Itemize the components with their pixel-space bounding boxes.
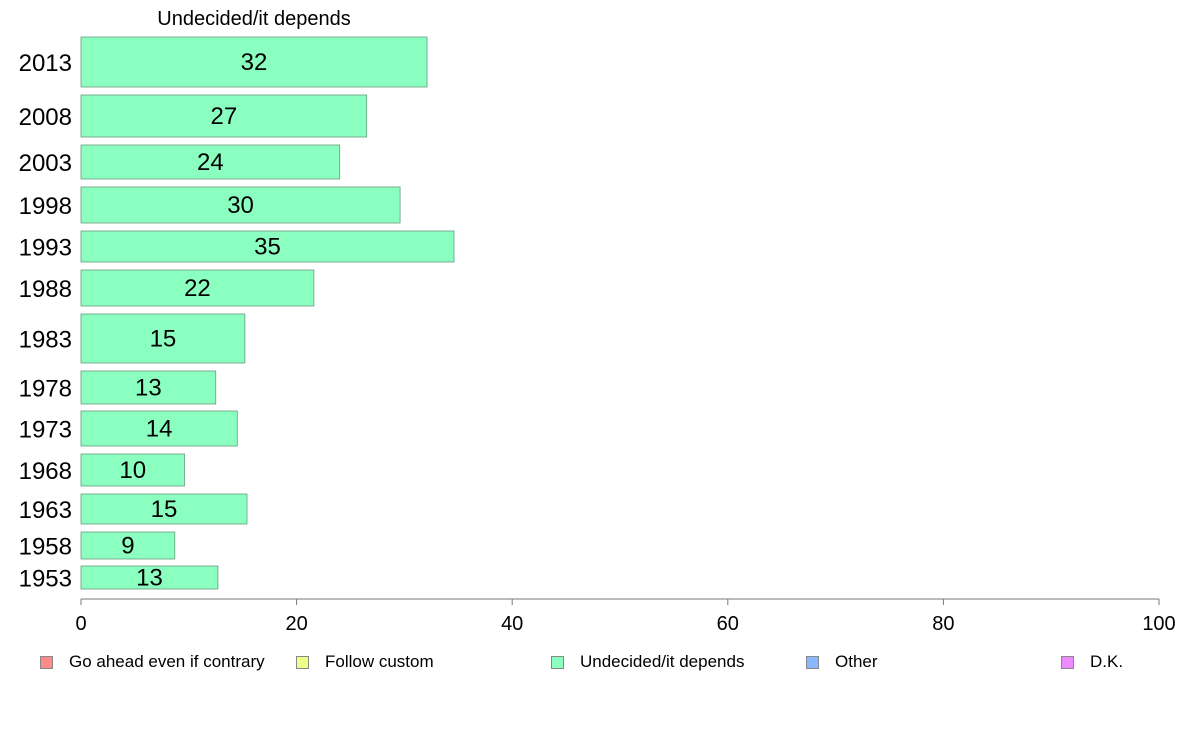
legend-swatch <box>1061 655 1074 669</box>
bar-1978 <box>80 370 217 405</box>
legend-item-follow-custom: Follow custom <box>296 652 434 672</box>
legend-item-undecided: Undecided/it depends <box>551 652 744 672</box>
legend-item-dk: D.K. <box>1061 652 1123 672</box>
x-tick-label-80: 80 <box>932 613 954 635</box>
bar-1983 <box>80 313 246 364</box>
category-label-1963: 1963 <box>19 497 72 524</box>
bar-2003 <box>80 144 341 180</box>
category-label-2013: 2013 <box>19 50 72 77</box>
bar-1973 <box>80 410 238 447</box>
legend: Go ahead even if contrary Follow custom … <box>0 652 1188 672</box>
bar-value-label-1953: 13 <box>136 565 163 592</box>
category-label-1988: 1988 <box>19 276 72 303</box>
bar-1958 <box>80 531 176 560</box>
legend-label: Other <box>835 652 878 671</box>
bar-2013 <box>80 36 428 88</box>
category-label-1968: 1968 <box>19 458 72 485</box>
x-tick-label-20: 20 <box>285 613 307 635</box>
x-tick-label-40: 40 <box>501 613 523 635</box>
legend-label: Follow custom <box>325 652 434 671</box>
legend-item-go-ahead: Go ahead even if contrary <box>40 652 265 672</box>
bar-1998 <box>80 186 401 224</box>
bar-value-label-1988: 22 <box>184 275 211 302</box>
bar-value-label-1993: 35 <box>254 234 281 261</box>
category-label-1958: 1958 <box>19 534 72 561</box>
category-label-1983: 1983 <box>19 327 72 354</box>
category-label-1978: 1978 <box>19 376 72 403</box>
bar-1993 <box>80 230 455 263</box>
bar-1968 <box>80 453 185 487</box>
legend-label: D.K. <box>1090 652 1124 671</box>
legend-label: Undecided/it depends <box>580 652 745 671</box>
x-axis: 0 20 40 60 80 100 <box>75 598 1176 635</box>
category-label-1998: 1998 <box>19 193 72 220</box>
bar-value-label-2008: 27 <box>210 103 237 130</box>
bar-value-label-2003: 24 <box>197 149 224 176</box>
bar-1988 <box>80 269 315 307</box>
bar-1953 <box>80 565 219 590</box>
bar-value-label-1968: 10 <box>119 457 146 484</box>
category-label-1993: 1993 <box>19 235 72 262</box>
legend-swatch <box>806 655 819 669</box>
legend-label: Go ahead even if contrary <box>69 652 265 671</box>
category-label-2008: 2008 <box>19 104 72 131</box>
bar-value-label-2013: 32 <box>241 49 268 76</box>
legend-item-other: Other <box>806 652 878 672</box>
chart-title: Undecided/it depends <box>157 8 350 30</box>
bar-1963 <box>80 493 248 525</box>
bar-2008 <box>80 94 368 138</box>
x-tick-label-0: 0 <box>75 613 86 635</box>
bar-value-label-1998: 30 <box>227 192 254 219</box>
bar-value-label-1963: 15 <box>151 496 178 523</box>
bar-value-label-1973: 14 <box>146 416 173 443</box>
legend-swatch <box>551 655 564 669</box>
bars-group: 32 2013 27 2008 24 2003 30 1998 35 1993 22 1988 15 19… <box>19 36 455 593</box>
legend-swatch <box>40 655 53 669</box>
category-label-2003: 2003 <box>19 150 72 177</box>
legend-swatch <box>296 655 309 669</box>
category-label-1973: 1973 <box>19 417 72 444</box>
x-tick-label-60: 60 <box>717 613 739 635</box>
x-tick-label-100: 100 <box>1142 613 1175 635</box>
bar-value-label-1978: 13 <box>135 375 162 402</box>
bar-value-label-1983: 15 <box>150 326 177 353</box>
bar-value-label-1958: 9 <box>121 533 134 560</box>
category-label-1953: 1953 <box>19 566 72 593</box>
